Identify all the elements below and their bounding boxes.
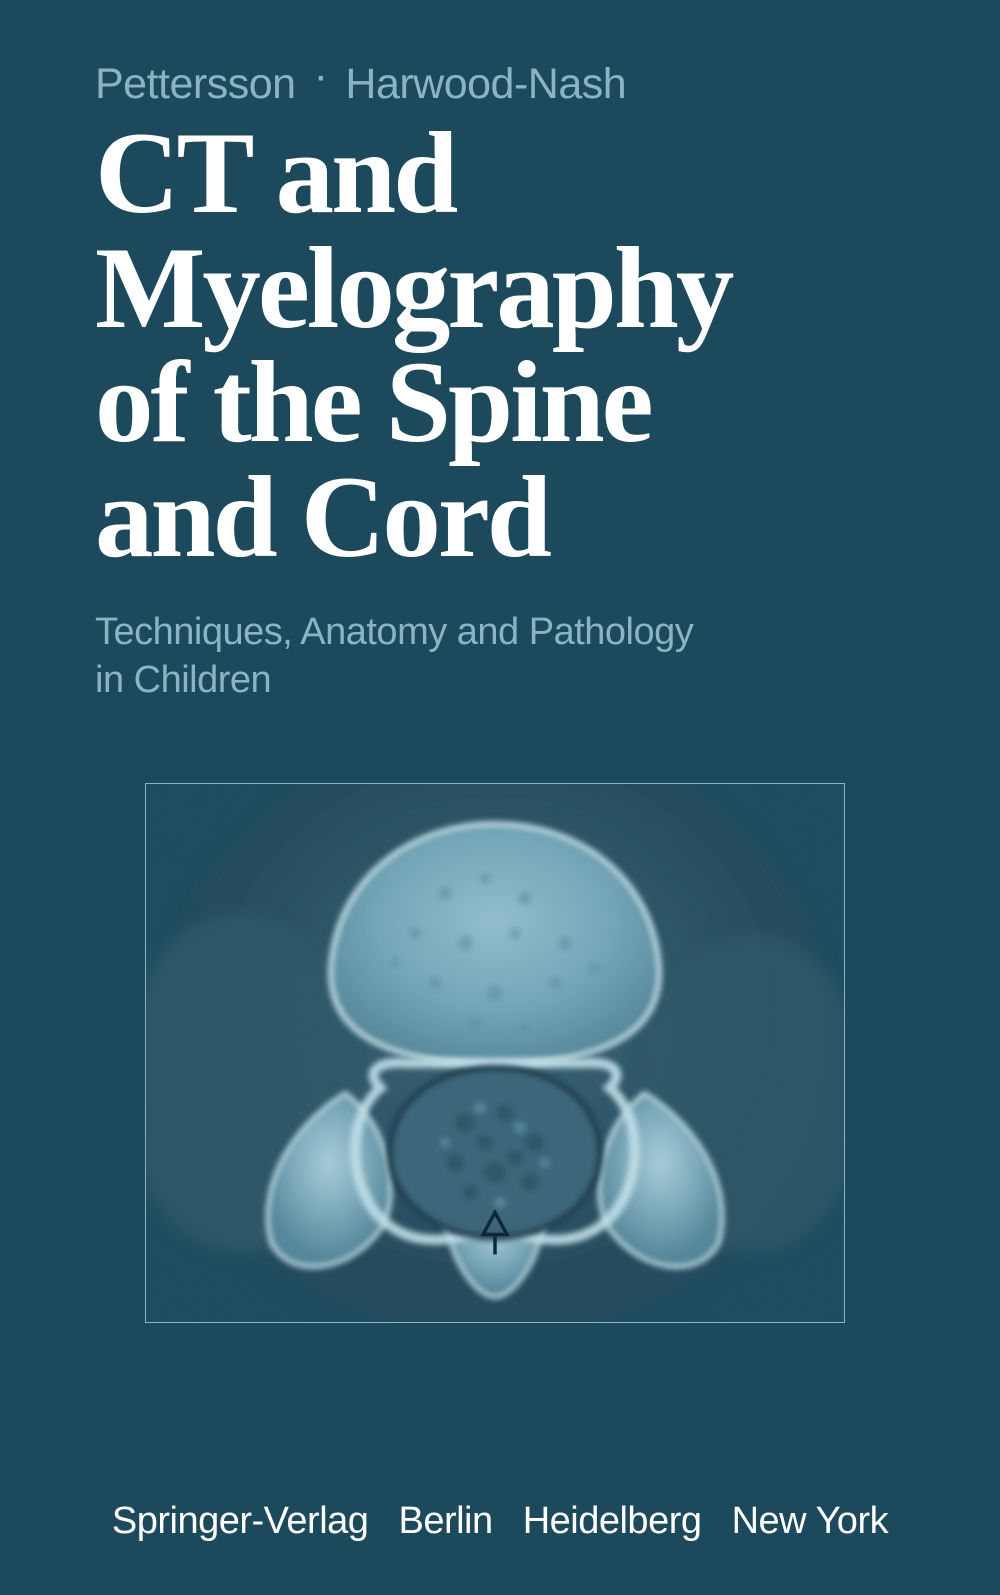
publisher-name: Springer-Verlag bbox=[112, 1500, 369, 1542]
authors-line: Pettersson·Harwood-Nash bbox=[95, 60, 905, 109]
book-cover: Pettersson·Harwood-Nash CT and Myelograp… bbox=[0, 0, 1000, 1595]
publisher-city-2: Heidelberg bbox=[523, 1500, 702, 1542]
title-line-2: Myelography bbox=[95, 232, 905, 347]
publisher-city-1: Berlin bbox=[398, 1500, 492, 1542]
title-line-1: CT and bbox=[95, 117, 905, 232]
book-title: CT and Myelography of the Spine and Cord bbox=[95, 117, 905, 576]
cover-image-frame bbox=[145, 783, 845, 1323]
author-1: Pettersson bbox=[95, 60, 296, 108]
subtitle-line-1: Techniques, Anatomy and Pathology bbox=[95, 608, 905, 657]
publisher-line: Springer-Verlag Berlin Heidelberg New Yo… bbox=[0, 1500, 1000, 1543]
title-line-3: of the Spine bbox=[95, 346, 905, 461]
author-separator: · bbox=[314, 52, 328, 100]
publisher-city-3: New York bbox=[732, 1500, 889, 1542]
ct-scan-image bbox=[146, 784, 844, 1322]
author-2: Harwood-Nash bbox=[345, 60, 626, 108]
subtitle-line-2: in Children bbox=[95, 656, 905, 705]
title-line-4: and Cord bbox=[95, 461, 905, 576]
book-subtitle: Techniques, Anatomy and Pathology in Chi… bbox=[95, 608, 905, 705]
